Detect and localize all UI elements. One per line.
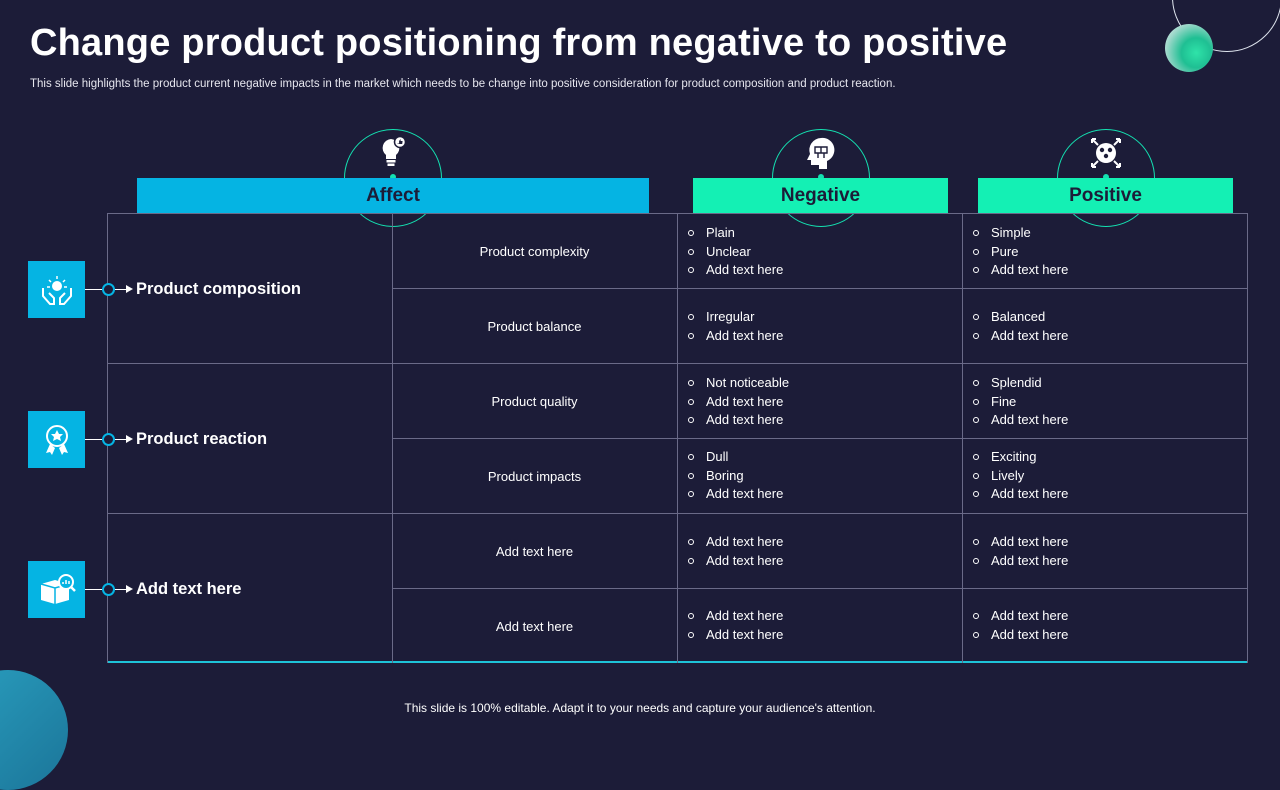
list-item: Add text here: [688, 411, 789, 430]
table-divider: [393, 288, 1248, 289]
list-item: Add text here: [688, 607, 783, 626]
list-item: Boring: [688, 467, 783, 486]
negative-cell-list: Add text here Add text here: [688, 533, 783, 570]
list-item: Add text here: [688, 626, 783, 645]
category-icon-box: [28, 411, 85, 468]
decorative-gradient-circle: [1165, 24, 1213, 72]
list-item: Add text here: [973, 626, 1068, 645]
affect-cell: Product complexity: [479, 244, 590, 259]
negative-cell-list: Dull Boring Add text here: [688, 448, 783, 504]
negative-cell-list: Add text here Add text here: [688, 607, 783, 644]
affect-cell: Add text here: [495, 619, 574, 634]
hands-brain-icon: [41, 275, 72, 305]
category-label: Product reaction: [136, 430, 268, 448]
list-item: Add text here: [973, 261, 1068, 280]
list-item: Exciting: [973, 448, 1068, 467]
category-label: Product composition: [136, 280, 301, 298]
table-border-right: [1247, 213, 1248, 663]
negative-arc-dot: [818, 174, 824, 180]
page-subtitle: This slide highlights the product curren…: [30, 78, 896, 90]
connector-ring: [102, 283, 115, 296]
page-title: Change product positioning from negative…: [30, 22, 1008, 64]
table-divider: [393, 438, 1248, 439]
list-item: Dull: [688, 448, 783, 467]
positive-cell-list: Balanced Add text here: [973, 308, 1068, 345]
table-column-divider: [392, 213, 393, 663]
positive-cell-list: Simple Pure Add text here: [973, 224, 1068, 280]
list-item: Add text here: [688, 393, 789, 412]
list-item: Add text here: [688, 485, 783, 504]
list-item: Add text here: [973, 485, 1068, 504]
list-item: Add text here: [688, 327, 783, 346]
list-item: Add text here: [973, 533, 1068, 552]
connector-ring: [102, 583, 115, 596]
list-item: Fine: [973, 393, 1068, 412]
list-item: Add text here: [688, 533, 783, 552]
positive-cell-list: Splendid Fine Add text here: [973, 374, 1068, 430]
box-analytics-icon: [40, 573, 76, 604]
positive-cell-list: Exciting Lively Add text here: [973, 448, 1068, 504]
negative-cell-list: Plain Unclear Add text here: [688, 224, 783, 280]
list-item: Lively: [973, 467, 1068, 486]
list-item: Simple: [973, 224, 1068, 243]
affect-cell: Product balance: [487, 319, 582, 334]
list-item: Add text here: [688, 261, 783, 280]
column-header-positive: Positive: [978, 178, 1233, 213]
brain-puzzle-icon: [807, 137, 835, 169]
column-header-affect: Affect: [137, 178, 649, 213]
list-item: Pure: [973, 243, 1068, 262]
list-item: Irregular: [688, 308, 783, 327]
list-item: Add text here: [688, 552, 783, 571]
list-item: Splendid: [973, 374, 1068, 393]
connector-arrow: [126, 285, 133, 293]
negative-cell-list: Not noticeable Add text here Add text he…: [688, 374, 789, 430]
positive-cell-list: Add text here Add text here: [973, 533, 1068, 570]
list-item: Plain: [688, 224, 783, 243]
affect-cell: Add text here: [495, 544, 574, 559]
positive-cell-list: Add text here Add text here: [973, 607, 1068, 644]
table-column-divider: [677, 213, 678, 663]
affect-cell: Product impacts: [487, 469, 582, 484]
affect-cell: Product quality: [491, 394, 578, 409]
category-icon-box: [28, 561, 85, 618]
connector-arrow: [126, 585, 133, 593]
list-item: Add text here: [973, 607, 1068, 626]
category-icon-box: [28, 261, 85, 318]
award-badge-icon: [45, 424, 68, 455]
connector-ring: [102, 433, 115, 446]
negative-cell-list: Irregular Add text here: [688, 308, 783, 345]
positive-arc-dot: [1103, 174, 1109, 180]
table-column-divider: [962, 213, 963, 663]
decorative-corner-circle: [0, 670, 68, 790]
list-item: Add text here: [973, 411, 1068, 430]
connector-arrow: [126, 435, 133, 443]
lightbulb-like-icon: [382, 135, 407, 166]
column-header-negative: Negative: [693, 178, 948, 213]
list-item: Unclear: [688, 243, 783, 262]
footer-note: This slide is 100% editable. Adapt it to…: [404, 701, 876, 715]
list-item: Add text here: [973, 552, 1068, 571]
team-arrows-icon: [1091, 138, 1121, 168]
category-label: Add text here: [136, 580, 242, 598]
list-item: Not noticeable: [688, 374, 789, 393]
affect-arc-dot: [390, 174, 396, 180]
list-item: Add text here: [973, 327, 1068, 346]
table-divider: [393, 588, 1248, 589]
list-item: Balanced: [973, 308, 1068, 327]
